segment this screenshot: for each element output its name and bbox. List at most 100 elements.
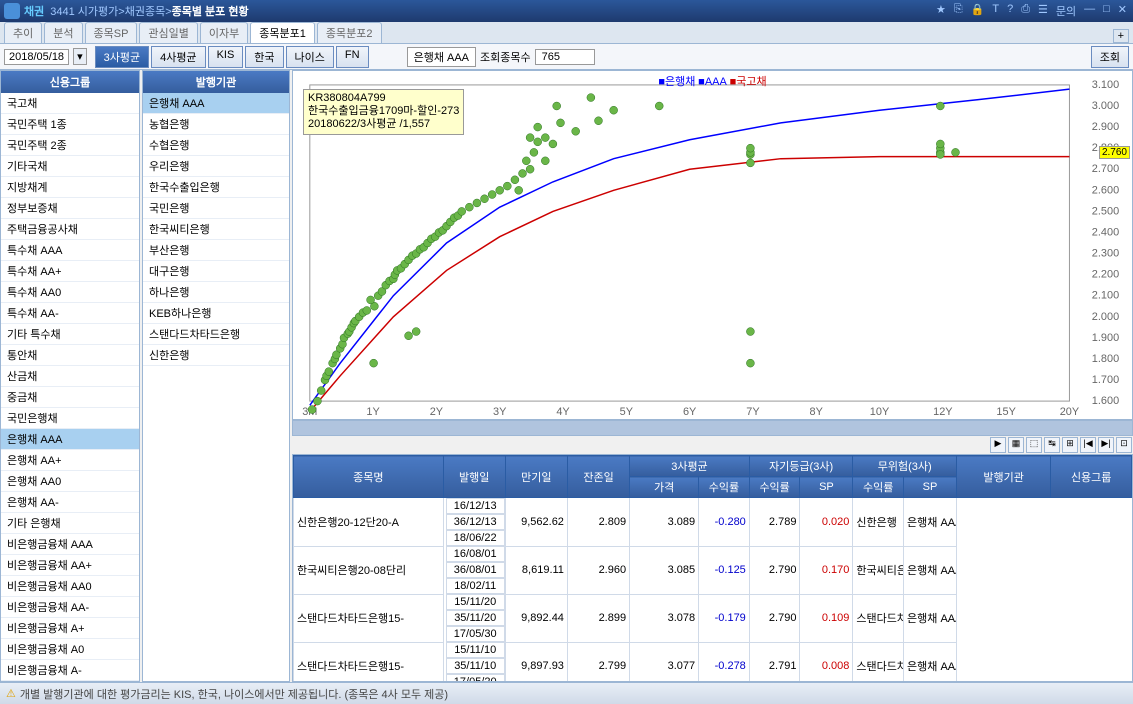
credit-item[interactable]: 기타 특수채 xyxy=(1,324,139,345)
credit-item[interactable]: 국고채 xyxy=(1,93,139,114)
svg-text:1.700: 1.700 xyxy=(1092,374,1119,386)
chart-tool-icon[interactable]: ⊞ xyxy=(1062,437,1078,453)
chart-tool-icon[interactable]: ▶ xyxy=(990,437,1006,453)
col-credit[interactable]: 신용그룹 xyxy=(1051,456,1132,498)
col-issuer[interactable]: 발행기관 xyxy=(956,456,1050,498)
issuer-item[interactable]: 우리은행 xyxy=(143,156,289,177)
table-row[interactable]: 신한은행20-12단20-A16/12/1336/12/1318/06/229,… xyxy=(294,498,1132,547)
col-maturity[interactable]: 만기일 xyxy=(505,456,567,498)
credit-item[interactable]: 지방채계 xyxy=(1,177,139,198)
date-field[interactable]: 2018/05/18 xyxy=(4,49,69,65)
title-bar: 채권 3441 시가평가>채권종목>종목별 분포 현황 ★ ⎘ 🔒 T ? ⎙ … xyxy=(0,0,1133,22)
credit-item[interactable]: 비은행금융채 AAA xyxy=(1,534,139,555)
col-rf[interactable]: 무위험(3사) xyxy=(853,456,957,477)
credit-item[interactable]: 비은행금융채 AA0 xyxy=(1,576,139,597)
maximize-icon[interactable]: □ xyxy=(1101,3,1112,19)
credit-item[interactable]: 중금채 xyxy=(1,387,139,408)
issuer-item[interactable]: 한국수출입은행 xyxy=(143,177,289,198)
chart[interactable]: ■은행채 ■AAA ■국고채 KR380804A799 한국수출입금융1709마… xyxy=(292,70,1133,420)
credit-item[interactable]: 특수채 AA+ xyxy=(1,261,139,282)
credit-item[interactable]: 특수채 AA- xyxy=(1,303,139,324)
search-button[interactable]: 조회 xyxy=(1091,46,1129,68)
provider-3[interactable]: 한국 xyxy=(245,46,283,68)
chart-tool-icon[interactable]: ▦ xyxy=(1008,437,1024,453)
col-name[interactable]: 종목명 xyxy=(294,456,444,498)
credit-item[interactable]: 통안채 xyxy=(1,345,139,366)
add-tab-button[interactable]: + xyxy=(1113,29,1129,43)
table-row[interactable]: 한국씨티은행20-08단리16/08/0136/08/0118/02/118,6… xyxy=(294,546,1132,594)
issuer-item[interactable]: 하나은행 xyxy=(143,282,289,303)
breadcrumb: 3441 시가평가>채권종목>종목별 분포 현황 xyxy=(50,3,248,19)
svg-text:2Y: 2Y xyxy=(430,406,444,418)
issuer-item[interactable]: 스탠다드차타드은행 xyxy=(143,324,289,345)
credit-item[interactable]: 국민주택 2종 xyxy=(1,135,139,156)
filter-field[interactable]: 은행채 AAA xyxy=(407,47,476,67)
credit-item[interactable]: 은행채 AA- xyxy=(1,492,139,513)
credit-item[interactable]: 특수채 AAA xyxy=(1,240,139,261)
issuer-item[interactable]: 한국씨티은행 xyxy=(143,219,289,240)
credit-item[interactable]: 기타 은행채 xyxy=(1,513,139,534)
issuer-item[interactable]: 신한은행 xyxy=(143,345,289,366)
credit-item[interactable]: 은행채 AAA xyxy=(1,429,139,450)
issuer-item[interactable]: 대구은행 xyxy=(143,261,289,282)
inquiry-link[interactable]: 문의 xyxy=(1054,3,1078,19)
issuer-item[interactable]: 부산은행 xyxy=(143,240,289,261)
provider-1[interactable]: 4사평균 xyxy=(151,46,205,68)
credit-item[interactable]: 비은행금융채 A0 xyxy=(1,639,139,660)
svg-text:2.200: 2.200 xyxy=(1092,269,1119,281)
credit-item[interactable]: 은행채 AA0 xyxy=(1,471,139,492)
credit-item[interactable]: 주택금융공사채 xyxy=(1,219,139,240)
issuer-item[interactable]: KEB하나은행 xyxy=(143,303,289,324)
col-avg3[interactable]: 3사평균 xyxy=(630,456,750,477)
data-grid[interactable]: 종목명 발행일 만기일 잔존일 3사평균 자기등급(3사) 무위험(3사) 발행… xyxy=(292,454,1133,682)
tab-3[interactable]: 관심일별 xyxy=(139,22,197,43)
text-icon[interactable]: T xyxy=(990,3,1001,19)
col-remain[interactable]: 잔존일 xyxy=(567,456,629,498)
export-icon[interactable]: ⎘ xyxy=(952,3,965,19)
chart-tool-icon[interactable]: ⊡ xyxy=(1116,437,1132,453)
print-icon[interactable]: ⎙ xyxy=(1019,3,1032,19)
star-icon[interactable]: ★ xyxy=(934,3,948,19)
tab-0[interactable]: 추이 xyxy=(4,22,42,43)
tab-5[interactable]: 종목분포1 xyxy=(250,22,315,43)
tab-6[interactable]: 종목분포2 xyxy=(317,22,382,43)
credit-item[interactable]: 국민은행채 xyxy=(1,408,139,429)
chart-tool-icon[interactable]: ▶| xyxy=(1098,437,1114,453)
col-self[interactable]: 자기등급(3사) xyxy=(749,456,853,477)
tab-1[interactable]: 분석 xyxy=(44,22,82,43)
table-row[interactable]: 스탠다드차타드은행15-15/11/2035/11/2017/05/309,89… xyxy=(294,594,1132,642)
list-icon[interactable]: ☰ xyxy=(1036,3,1050,19)
issuer-item[interactable]: 수협은행 xyxy=(143,135,289,156)
help-icon[interactable]: ? xyxy=(1005,3,1015,19)
credit-item[interactable]: 산금채 xyxy=(1,366,139,387)
col-issue[interactable]: 발행일 xyxy=(443,456,505,498)
chart-tool-icon[interactable]: ↹ xyxy=(1044,437,1060,453)
credit-item[interactable]: 기타국채 xyxy=(1,156,139,177)
svg-text:2.300: 2.300 xyxy=(1092,248,1119,260)
tab-4[interactable]: 이자부 xyxy=(200,22,248,43)
credit-item[interactable]: 정부보증채 xyxy=(1,198,139,219)
provider-2[interactable]: KIS xyxy=(208,46,244,68)
provider-5[interactable]: FN xyxy=(336,46,369,68)
credit-item[interactable]: 비은행금융채 AA+ xyxy=(1,555,139,576)
date-picker-button[interactable]: ▾ xyxy=(73,48,87,65)
credit-item[interactable]: 은행채 AA+ xyxy=(1,450,139,471)
credit-item[interactable]: 비은행금융채 AA- xyxy=(1,597,139,618)
chart-tool-icon[interactable]: |◀ xyxy=(1080,437,1096,453)
provider-0[interactable]: 3사평균 xyxy=(95,46,149,68)
close-icon[interactable]: ✕ xyxy=(1116,3,1129,19)
issuer-item[interactable]: 농협은행 xyxy=(143,114,289,135)
credit-item[interactable]: 비은행금융채 A- xyxy=(1,660,139,681)
issuer-item[interactable]: 은행채 AAA xyxy=(143,93,289,114)
minimize-icon[interactable]: — xyxy=(1082,3,1097,19)
tab-2[interactable]: 종목SP xyxy=(85,22,138,43)
credit-item[interactable]: 특수채 AA0 xyxy=(1,282,139,303)
issuer-item[interactable]: 국민은행 xyxy=(143,198,289,219)
chart-tool-icon[interactable]: ⬚ xyxy=(1026,437,1042,453)
chart-scrollbar[interactable] xyxy=(292,420,1133,436)
credit-item[interactable]: 국민주택 1종 xyxy=(1,114,139,135)
table-row[interactable]: 스탠다드차타드은행15-15/11/1035/11/1017/05/209,89… xyxy=(294,642,1132,682)
credit-item[interactable]: 비은행금융채 A+ xyxy=(1,618,139,639)
lock-icon[interactable]: 🔒 xyxy=(969,3,987,19)
provider-4[interactable]: 나이스 xyxy=(286,46,334,68)
